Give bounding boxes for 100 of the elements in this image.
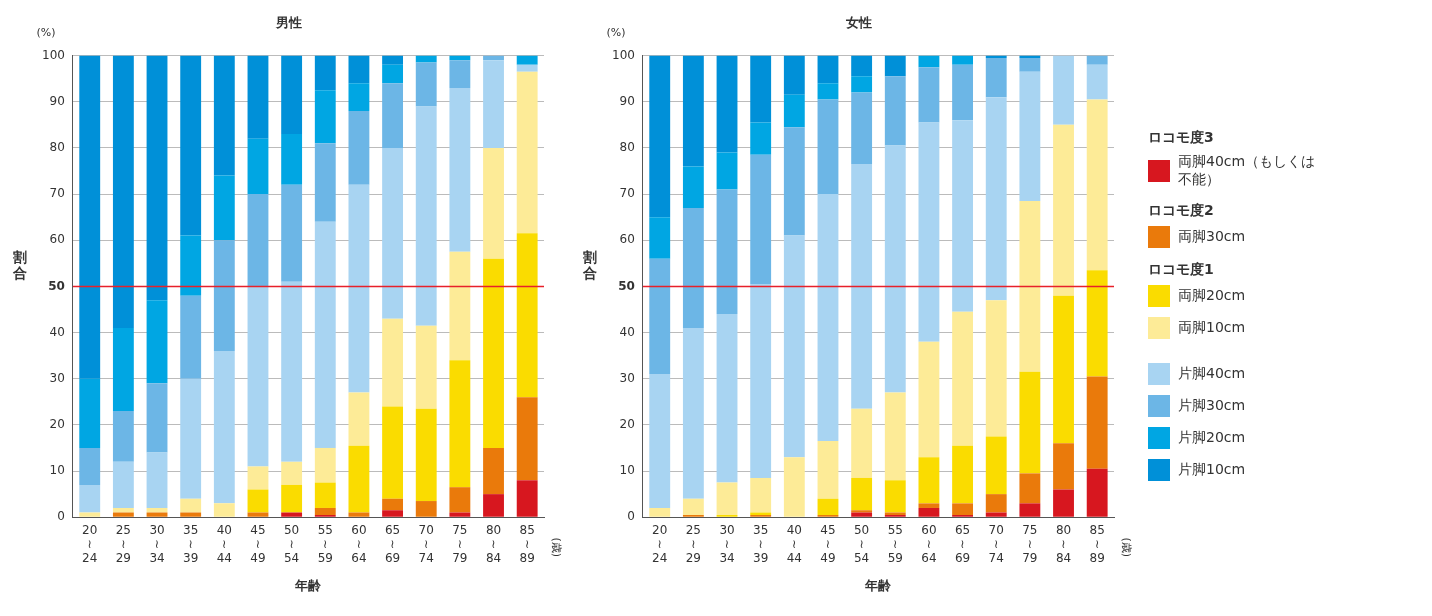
x-tick-label: 20 ≀ 24 [652, 522, 668, 566]
bar [112, 507, 134, 513]
y-tick-label: 0 [57, 509, 65, 524]
bar [348, 445, 370, 513]
bar [649, 258, 671, 375]
x-axis-title: 年齢 [294, 577, 323, 593]
x-tick-label: 45 ≀ 49 [250, 522, 266, 566]
bar [1053, 124, 1074, 296]
bar [382, 498, 404, 511]
bar [112, 461, 134, 508]
bar [750, 284, 772, 478]
x-tick-label: 80 ≀ 84 [485, 522, 502, 566]
text: (歳) [1120, 537, 1134, 557]
bar [180, 295, 202, 379]
bar [952, 445, 974, 504]
text: (歳) [550, 537, 564, 557]
bar [314, 90, 336, 144]
bar [817, 55, 839, 84]
bar [682, 327, 704, 499]
bar [415, 408, 437, 502]
bar [750, 477, 772, 513]
x-tick-label: 30 ≀ 34 [719, 522, 735, 566]
bar [79, 512, 101, 517]
bar [449, 60, 471, 88]
x-tick-label: 75 ≀ 79 [1022, 522, 1038, 566]
bar [783, 235, 805, 458]
y-tick-label: 70 [49, 186, 65, 201]
bar [682, 166, 704, 208]
x-tick-label: 75 ≀ 79 [452, 522, 468, 566]
bar [483, 147, 504, 259]
bar [247, 489, 269, 513]
bar [1086, 99, 1108, 271]
x-tick-label: 70 ≀ 74 [418, 522, 434, 566]
bar [716, 152, 738, 190]
bar [918, 55, 940, 68]
legend-label: 両脚30cm [1178, 227, 1246, 246]
bar [851, 510, 873, 513]
bar [750, 122, 772, 155]
x-tick-label: 60 ≀ 64 [351, 522, 367, 566]
bar [483, 494, 504, 517]
bar [1019, 473, 1041, 504]
bar [281, 184, 303, 282]
bar [180, 55, 202, 236]
bar [180, 235, 202, 296]
bar [918, 507, 940, 517]
bar [281, 461, 303, 485]
bar [817, 498, 839, 515]
x-tick-label: 65 ≀ 69 [954, 522, 971, 566]
bar [213, 55, 235, 176]
bar [649, 507, 671, 517]
bar [314, 482, 336, 508]
x-tick-label: 35 ≀ 39 [183, 522, 199, 566]
bar [146, 512, 168, 517]
y-tick-label: 90 [49, 93, 65, 108]
bar [483, 447, 504, 495]
bar [516, 233, 538, 398]
y-tick-label: 80 [619, 140, 635, 155]
bar [314, 447, 336, 483]
y-tick-label: 60 [619, 232, 635, 247]
bar [79, 484, 101, 513]
bar [314, 221, 336, 448]
bar [516, 55, 538, 65]
bar [985, 512, 1007, 517]
bar [382, 406, 404, 499]
bar [750, 154, 772, 285]
x-tick-label: 50 ≀ 54 [283, 522, 300, 566]
bar [1086, 468, 1108, 517]
x-tick-label: 70 ≀ 74 [988, 522, 1004, 566]
bar [449, 487, 471, 513]
bar [682, 498, 704, 515]
bar [415, 55, 437, 63]
bar [247, 286, 269, 467]
x-tick-label: 55 ≀ 59 [317, 522, 333, 566]
bar [884, 392, 906, 481]
bar [180, 498, 202, 513]
bar [348, 512, 370, 517]
y-tick-label: 40 [49, 324, 65, 339]
bar [247, 138, 269, 195]
bar [851, 408, 873, 478]
bar [817, 83, 839, 100]
bar [247, 55, 269, 139]
bar [146, 507, 168, 513]
legend-label: 両脚40cm（もしくは不能） [1178, 152, 1317, 189]
bar [716, 314, 738, 483]
y-tick-label: 20 [49, 417, 65, 432]
bar [783, 127, 805, 236]
bar [1019, 371, 1041, 474]
bar [180, 512, 202, 517]
bar [918, 457, 940, 504]
bar [213, 351, 235, 504]
bar [449, 251, 471, 361]
y-axis-title: 割合 [582, 249, 597, 282]
bar [682, 55, 704, 167]
bar [281, 484, 303, 513]
bar [449, 360, 471, 488]
bar [146, 383, 168, 453]
bar [985, 436, 1007, 495]
y-tick-label: 70 [619, 186, 635, 201]
bar [884, 55, 906, 77]
bar [649, 55, 671, 218]
